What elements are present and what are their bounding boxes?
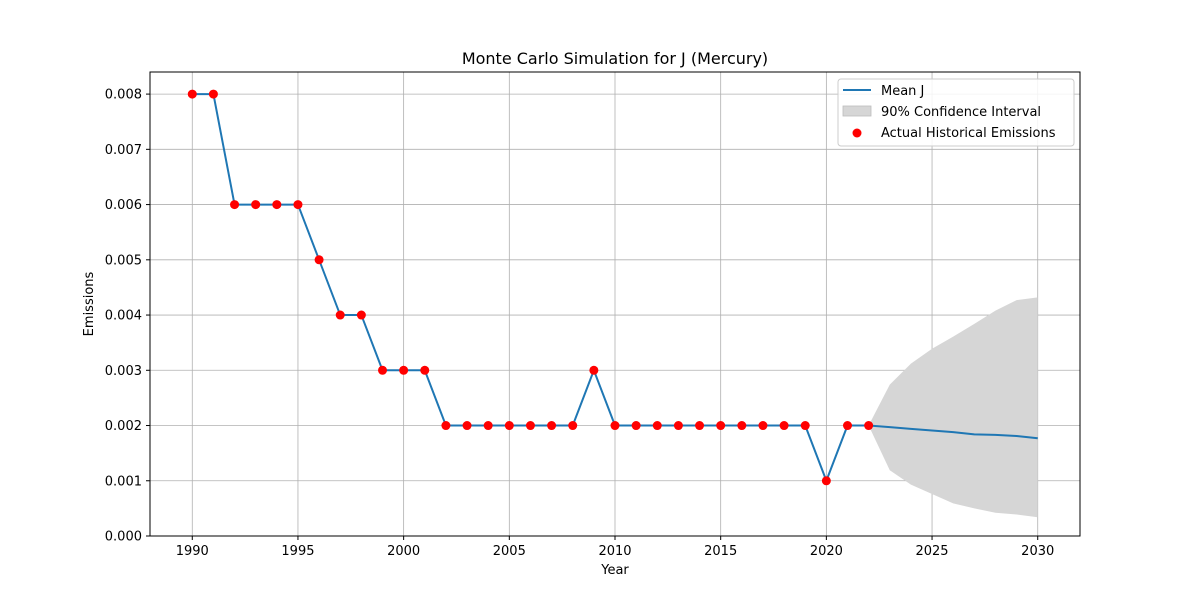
historical-emission-point (610, 421, 620, 431)
historical-emission-point (378, 365, 387, 375)
y-tick-label: 0.003 (105, 364, 142, 379)
historical-emission-point (356, 310, 366, 320)
confidence-band (868, 297, 1038, 518)
x-tick-label: 2020 (810, 544, 843, 559)
y-tick-label: 0.006 (105, 198, 142, 213)
historical-emission-point (293, 200, 303, 210)
y-tick-label: 0.005 (105, 253, 142, 268)
historical-emission-point (399, 365, 409, 375)
historical-emission-point (230, 200, 240, 210)
historical-emission-point (483, 421, 493, 431)
legend-band-label: 90% Confidence Interval (881, 105, 1041, 120)
historical-emission-point (843, 421, 852, 431)
y-tick-label: 0.008 (105, 88, 142, 103)
x-tick-label: 2010 (598, 544, 631, 559)
legend-scatter-swatch (852, 128, 862, 138)
historical-emission-point (335, 310, 345, 320)
historical-emission-point (737, 421, 747, 431)
x-tick-label: 2025 (915, 544, 948, 559)
historical-emission-point (716, 421, 726, 431)
legend-mean-label: Mean J (881, 84, 924, 99)
y-tick-label: 0.004 (105, 309, 142, 324)
legend-frame (837, 78, 1075, 147)
x-tick-label: 2015 (704, 544, 737, 559)
x-axis-title: Year (600, 563, 629, 578)
confidence-interval-area (868, 297, 1038, 518)
y-axis: 0.000 0.001 0.002 0.003 0.004 0.005 0.006 0.007… (105, 88, 150, 545)
historical-emission-point (504, 421, 514, 431)
historical-emission-point (800, 421, 810, 431)
x-tick-label: 2030 (1021, 544, 1054, 559)
y-tick-label: 0.007 (105, 143, 142, 158)
historical-emission-point (631, 421, 641, 431)
historical-emission-point (547, 421, 557, 431)
x-tick-label: 2005 (493, 544, 526, 559)
chart-title: Monte Carlo Simulation for J (Mercury) (462, 49, 768, 68)
historical-emission-point (758, 421, 768, 431)
historical-points (187, 89, 874, 486)
x-tick-label: 1995 (281, 544, 314, 559)
historical-emission-point (251, 200, 261, 210)
legend-scatter-label: Actual Historical Emissions (881, 126, 1056, 141)
legend: Mean J 90% Confidence Interval Actual Hi… (837, 78, 1075, 147)
historical-emission-point (525, 421, 535, 431)
historical-emission-point (864, 421, 874, 431)
y-tick-label: 0.000 (105, 530, 142, 545)
y-tick-label: 0.002 (105, 419, 142, 434)
historical-emission-point (568, 421, 578, 431)
historical-emission-point (779, 421, 789, 431)
historical-emission-point (821, 476, 831, 486)
x-tick-label: 1990 (176, 544, 209, 559)
y-axis-title: Emissions (82, 271, 97, 336)
historical-emission-point (420, 365, 430, 375)
historical-emission-point (652, 421, 662, 431)
x-tick-label: 2000 (387, 544, 420, 559)
historical-emission-point (441, 421, 451, 431)
historical-emission-point (695, 421, 705, 431)
historical-emission-point (462, 421, 472, 431)
historical-emission-point (187, 89, 197, 99)
historical-emission-point (272, 200, 282, 210)
historical-emission-point (208, 89, 218, 99)
historical-emission-point (314, 255, 324, 265)
y-tick-label: 0.001 (105, 474, 142, 489)
legend-band-swatch (842, 105, 872, 117)
historical-emission-point (589, 365, 599, 375)
x-axis: 1990 1995 2000 2005 2010 2015 2020 2025 2030 (176, 536, 1054, 559)
historical-emission-point (673, 421, 683, 431)
